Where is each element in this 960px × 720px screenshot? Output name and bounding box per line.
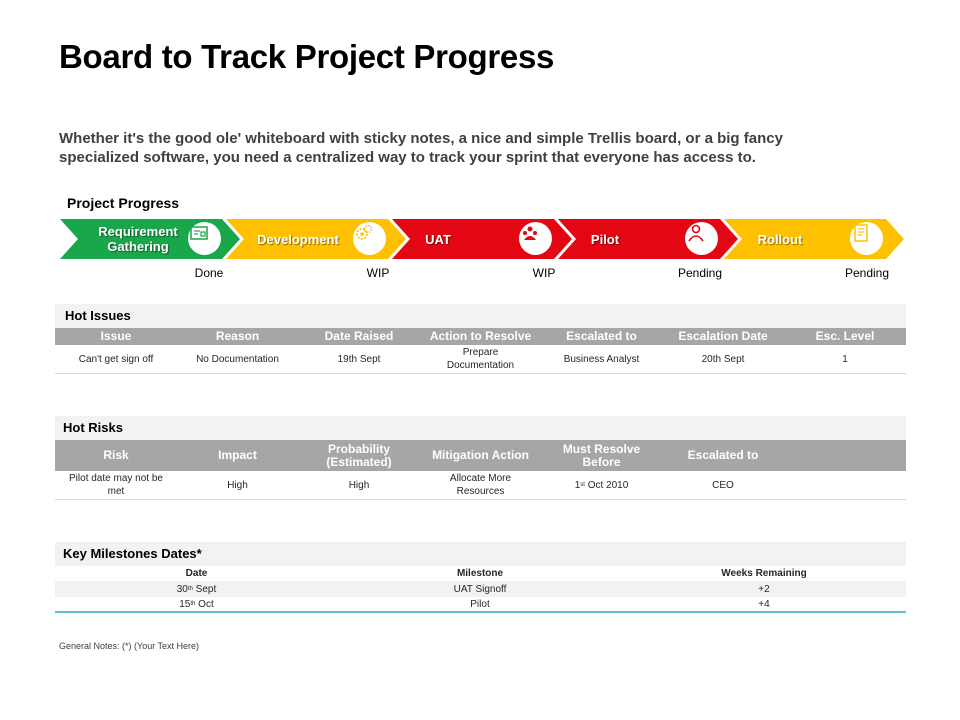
- table-cell: High: [348, 479, 370, 491]
- hot-risks-header-row: Risk Impact Probability (Estimated) Miti…: [55, 440, 906, 471]
- table-cell: Prepare Documentation: [446, 347, 515, 371]
- column-header: Issue: [100, 329, 132, 343]
- page-title: Board to Track Project Progress: [59, 38, 555, 75]
- table-cell: CEO: [712, 479, 734, 491]
- table-cell: [784, 471, 906, 499]
- column-header: Reason: [215, 329, 260, 343]
- project-progress-label: Project Progress: [67, 195, 180, 211]
- milestones-heading: Key Milestones Dates*: [55, 542, 906, 566]
- column-header: Action to Resolve: [429, 329, 532, 343]
- date-suffix: th: [187, 586, 193, 592]
- milestones-header-row: Date Milestone Weeks Remaining: [55, 566, 906, 581]
- table-cell: 20th Sept: [701, 353, 745, 365]
- column-header: Impact: [218, 448, 257, 462]
- hot-issues-heading: Hot Issues: [55, 304, 906, 328]
- date-day: 30: [176, 583, 188, 595]
- team-icon: [519, 222, 552, 255]
- table-cell: 19th Sept: [337, 353, 381, 365]
- hot-risks-heading: Hot Risks: [55, 416, 906, 440]
- table-cell: No Documentation: [196, 353, 279, 365]
- table-cell: Allocate More Resources: [449, 473, 512, 497]
- general-notes: General Notes: (*) (Your Text Here): [59, 641, 200, 651]
- person-icon: [685, 222, 718, 255]
- stage-status-development: WIP: [366, 266, 390, 280]
- resolve-date-day: 1: [574, 479, 581, 491]
- column-header: Weeks Remaining: [721, 568, 807, 579]
- table-cell: Pilot date may not be met: [69, 473, 163, 497]
- table-cell: Can't get sign off: [78, 353, 154, 365]
- progress-chevrons: Requirement Gathering Development UAT Pi…: [60, 219, 905, 259]
- stage-label-development: Development: [257, 231, 339, 247]
- stage-label-rollout: Rollout: [757, 231, 803, 247]
- stage-status-requirement-gathering: Done: [194, 266, 224, 280]
- milestone-name: UAT Signoff: [453, 583, 507, 595]
- table-row: Can't get sign off No Documentation 19th…: [55, 345, 906, 374]
- column-header: Mitigation Action: [432, 448, 529, 462]
- stage-label-uat: UAT: [425, 231, 451, 247]
- column-header: Escalation Date: [678, 329, 768, 343]
- table-cell: 1: [842, 353, 848, 365]
- resolve-date-rest: Oct 2010: [584, 479, 629, 491]
- column-header: Date Raised: [324, 329, 394, 343]
- column-header: Escalated to: [566, 329, 637, 343]
- column-header: Esc. Level: [815, 329, 875, 343]
- milestone-name: Pilot: [470, 598, 490, 610]
- page-subtitle: Whether it's the good ole' whiteboard wi…: [59, 130, 783, 166]
- column-header: Probability (Estimated): [326, 441, 392, 469]
- resolve-date-suffix: st: [580, 481, 585, 488]
- weeks-remaining: +2: [758, 583, 770, 595]
- table-cell: High: [227, 479, 248, 491]
- column-header: Milestone: [456, 568, 504, 579]
- document-icon: [850, 222, 883, 255]
- column-header: [784, 440, 906, 471]
- date-suffix: th: [190, 601, 196, 607]
- date-day: 15: [179, 598, 191, 610]
- date-rest: Oct: [195, 598, 214, 610]
- table-row: Pilot date may not be met High High Allo…: [55, 471, 906, 500]
- stage-status-pilot: Pending: [677, 266, 723, 280]
- weeks-remaining: +4: [758, 598, 770, 610]
- date-rest: Sept: [192, 583, 217, 595]
- column-header: Must Resolve Before: [562, 441, 641, 469]
- stage-label-requirement-gathering: Requirement Gathering: [98, 224, 178, 254]
- stage-status-rollout: Pending: [844, 266, 890, 280]
- table-cell: Business Analyst: [563, 353, 640, 365]
- column-header: Escalated to: [687, 448, 759, 462]
- stage-label-pilot: Pilot: [590, 231, 620, 247]
- stage-status-uat: WIP: [532, 266, 556, 280]
- blueprint-icon: [188, 222, 221, 255]
- hot-issues-header-row: Issue Reason Date Raised Action to Resol…: [55, 328, 906, 345]
- column-header: Date: [185, 568, 208, 579]
- gears-icon: [353, 222, 386, 255]
- column-header: Risk: [103, 448, 129, 462]
